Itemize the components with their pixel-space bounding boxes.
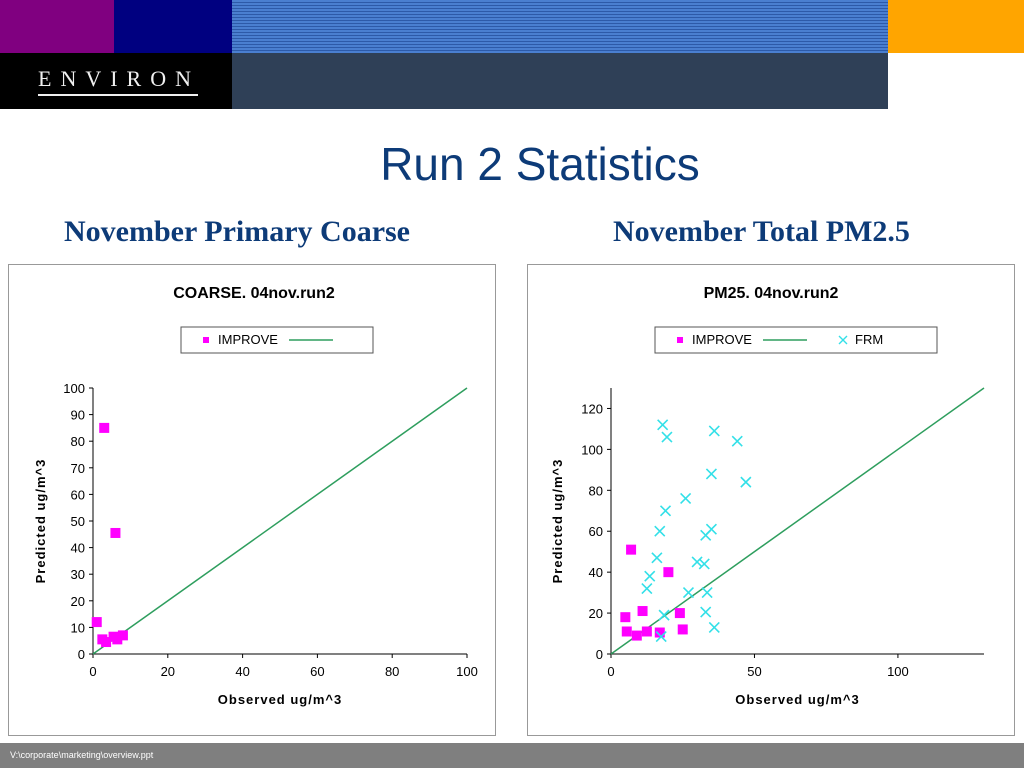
header-orange-block bbox=[888, 0, 1024, 53]
y-tick-label: 80 bbox=[71, 434, 85, 449]
y-tick-label: 120 bbox=[581, 401, 603, 416]
improve-point bbox=[663, 567, 674, 578]
header-striped-band bbox=[232, 0, 888, 53]
frm-point bbox=[691, 556, 703, 568]
frm-point bbox=[661, 431, 673, 443]
logo-text: ENVIRON bbox=[38, 66, 200, 91]
frm-point bbox=[657, 419, 669, 431]
frm-point bbox=[658, 609, 670, 621]
y-tick-label: 0 bbox=[596, 647, 603, 662]
improve-point bbox=[637, 606, 648, 617]
frm-point bbox=[654, 525, 666, 537]
x-tick-label: 0 bbox=[89, 664, 96, 679]
legend-marker-improve bbox=[677, 337, 683, 343]
frm-point bbox=[731, 435, 743, 447]
y-tick-label: 50 bbox=[71, 514, 85, 529]
y-tick-label: 80 bbox=[589, 483, 603, 498]
pm25-scatter-chart: PM25. 04nov.run2 IMPROVE FRM 0 20 40 60 80 100 12… bbox=[550, 285, 985, 707]
y-tick-label: 40 bbox=[71, 541, 85, 556]
improve-point bbox=[620, 612, 631, 623]
improve-point bbox=[110, 527, 121, 538]
y-tick-label: 90 bbox=[71, 408, 85, 423]
frm-point bbox=[698, 558, 710, 570]
improve-point bbox=[631, 630, 642, 641]
improve-point bbox=[626, 544, 637, 555]
improve-point bbox=[654, 627, 665, 638]
y-tick-label: 0 bbox=[78, 647, 85, 662]
x-tick-label: 20 bbox=[161, 664, 175, 679]
x-tick-label: 60 bbox=[310, 664, 324, 679]
x-tick-label: 100 bbox=[456, 664, 478, 679]
legend-label-improve: IMPROVE bbox=[692, 332, 752, 347]
frm-point bbox=[655, 631, 667, 643]
improve-point bbox=[674, 608, 685, 619]
improve-point bbox=[641, 626, 652, 637]
improve-point bbox=[101, 637, 112, 648]
header-purple-block bbox=[0, 0, 114, 53]
logo-underline bbox=[38, 94, 198, 96]
y-tick-label: 100 bbox=[63, 381, 85, 396]
one-to-one-line bbox=[610, 387, 985, 655]
y-tick-label: 10 bbox=[71, 620, 85, 635]
improve-point bbox=[91, 617, 102, 628]
x-axis-label: Observed ug/m^3 bbox=[735, 692, 859, 707]
chart-title: PM25. 04nov.run2 bbox=[704, 285, 839, 302]
frm-point bbox=[700, 529, 712, 541]
improve-point bbox=[677, 624, 688, 635]
one-to-one-line bbox=[92, 387, 468, 655]
frm-point bbox=[708, 621, 720, 633]
chart-title: COARSE. 04nov.run2 bbox=[173, 285, 335, 302]
frm-point bbox=[641, 582, 653, 595]
y-tick-label: 70 bbox=[71, 461, 85, 476]
x-axis-label: Observed ug/m^3 bbox=[218, 692, 342, 707]
x-tick-label: 50 bbox=[747, 664, 761, 679]
footer-bar: V:\corporate\marketing\overview.ppt bbox=[0, 743, 1024, 768]
frm-point bbox=[651, 552, 663, 564]
y-tick-label: 20 bbox=[589, 606, 603, 621]
y-tick-label: 60 bbox=[71, 487, 85, 502]
header-navy-block bbox=[114, 0, 232, 53]
x-tick-label: 0 bbox=[607, 664, 614, 679]
logo-background bbox=[0, 53, 232, 109]
y-axis-label: Predicted ug/m^3 bbox=[550, 459, 565, 584]
y-tick-label: 40 bbox=[589, 565, 603, 580]
frm-point bbox=[705, 468, 717, 480]
frm-point bbox=[682, 587, 695, 599]
environ-logo: ENVIRON bbox=[38, 66, 198, 96]
frm-point bbox=[740, 476, 752, 488]
x-tick-label: 40 bbox=[235, 664, 249, 679]
frm-point bbox=[700, 606, 712, 618]
footer-path: V:\corporate\marketing\overview.ppt bbox=[10, 750, 154, 760]
frm-point bbox=[644, 570, 656, 582]
frm-point bbox=[708, 425, 720, 437]
frm-point bbox=[659, 505, 672, 517]
y-tick-label: 60 bbox=[589, 524, 603, 539]
header-slate-band bbox=[232, 53, 888, 109]
improve-point bbox=[117, 630, 128, 641]
legend-marker-improve bbox=[203, 337, 209, 343]
legend-label-frm: FRM bbox=[855, 332, 883, 347]
y-tick-label: 20 bbox=[71, 594, 85, 609]
legend-marker-frm bbox=[838, 335, 848, 345]
page-title: Run 2 Statistics bbox=[380, 138, 700, 190]
x-tick-label: 100 bbox=[887, 664, 909, 679]
subtitle-right: November Total PM2.5 bbox=[613, 215, 910, 248]
legend-box bbox=[180, 326, 374, 354]
subtitle-left: November Primary Coarse bbox=[64, 215, 410, 248]
coarse-chart-panel: COARSE. 04nov.run2 IMPROVE 0 10 20 30 40 50 60 70… bbox=[8, 264, 496, 736]
x-tick-label: 80 bbox=[385, 664, 399, 679]
y-tick-label: 30 bbox=[71, 567, 85, 582]
y-axis-label: Predicted ug/m^3 bbox=[33, 459, 48, 584]
improve-point bbox=[112, 634, 123, 645]
frm-point bbox=[701, 587, 713, 599]
improve-point bbox=[621, 626, 632, 637]
improve-point bbox=[99, 422, 110, 433]
y-tick-label: 100 bbox=[581, 442, 603, 457]
frm-point bbox=[680, 492, 692, 505]
pm25-chart-panel: PM25. 04nov.run2 IMPROVE FRM 0 20 40 60 80 100 12… bbox=[527, 264, 1015, 736]
coarse-scatter-chart: COARSE. 04nov.run2 IMPROVE 0 10 20 30 40 50 60 70… bbox=[33, 285, 478, 707]
legend-label-improve: IMPROVE bbox=[218, 332, 278, 347]
